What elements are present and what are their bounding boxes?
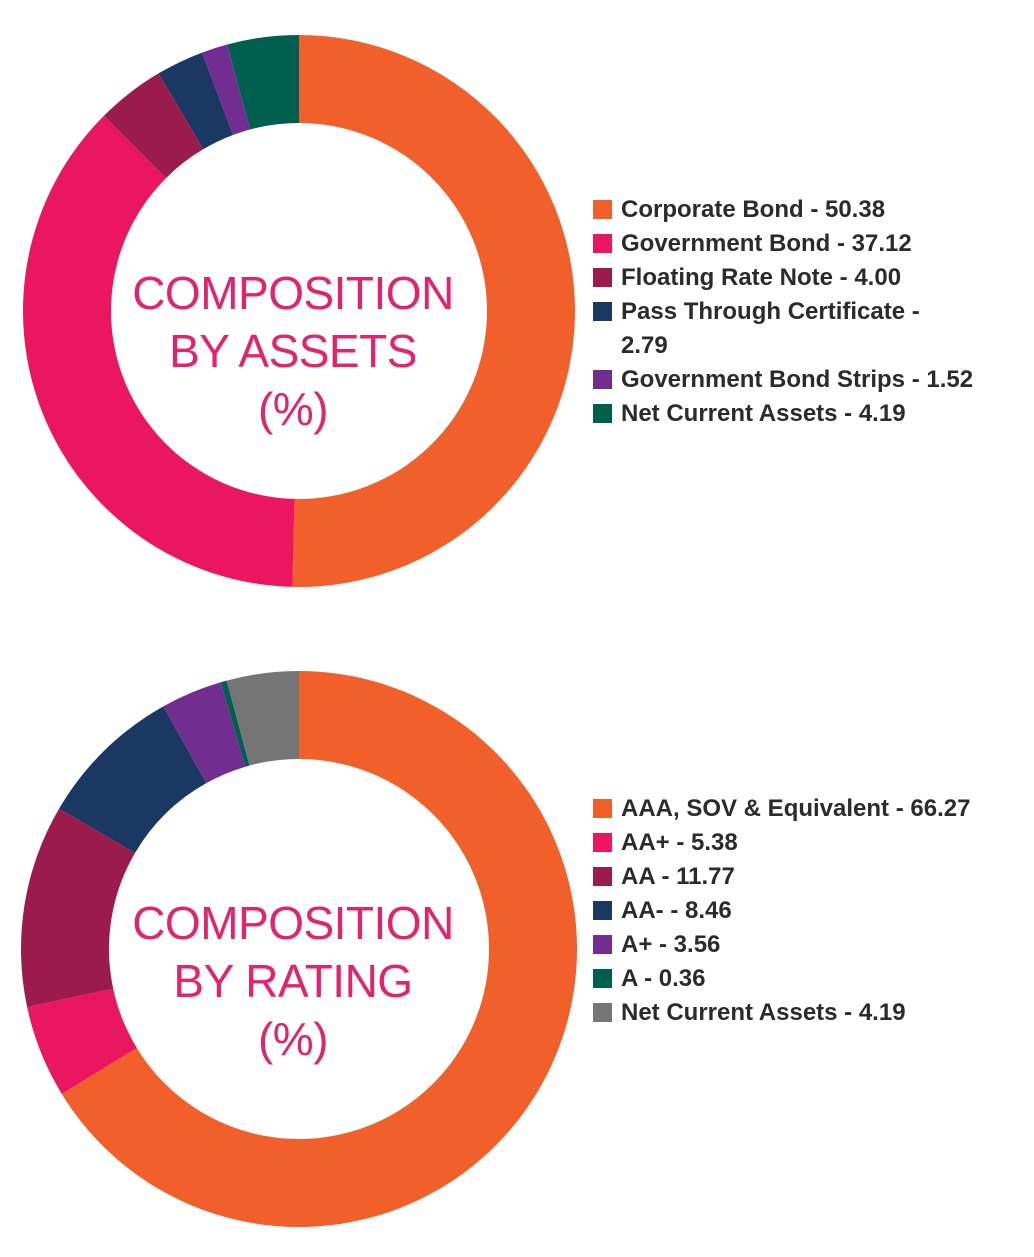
assets-slice-government-bond-strips — [202, 44, 251, 135]
rating-title-line-3: (%) — [257, 1013, 329, 1065]
assets-slice-floating-rate-note — [103, 73, 204, 179]
assets-legend-swatch — [593, 234, 612, 253]
rating-legend-swatch — [593, 935, 612, 954]
rating-legend-label: Net Current Assets - 4.19 — [621, 999, 906, 1026]
assets-legend-item-corporate-bond: Corporate Bond - 50.38 — [593, 193, 973, 227]
composition-by-assets-chart: COMPOSITION BY ASSETS (%) Corporate Bond… — [0, 0, 1034, 620]
assets-legend-swatch — [593, 404, 612, 423]
rating-slice-a — [163, 682, 246, 784]
assets-legend-item-floating-rate-note: Floating Rate Note - 4.00 — [593, 261, 973, 295]
assets-legend-item-pass-through-certificate: Pass Through Certificate - 2.79 — [593, 295, 933, 363]
assets-legend: Corporate Bond - 50.38 Government Bond - … — [593, 193, 973, 431]
rating-legend-item-aa: AA- - 8.46 — [593, 894, 970, 928]
rating-legend-item-a: A - 0.36 — [593, 962, 970, 996]
assets-slice-corporate-bond — [292, 35, 576, 587]
assets-title-line-3: (%) — [257, 383, 329, 435]
rating-slice-a — [220, 680, 250, 767]
rating-legend-label: AA+ - 5.38 — [621, 829, 738, 856]
assets-legend-label: Floating Rate Note - 4.00 — [621, 264, 902, 291]
rating-legend-item-aa: AA+ - 5.38 — [593, 826, 970, 860]
assets-slice-pass-through-certificate — [158, 52, 233, 150]
assets-legend-swatch — [593, 302, 612, 321]
rating-slice-aa — [21, 808, 136, 1007]
assets-center-title: COMPOSITION BY ASSETS (%) — [93, 264, 493, 438]
rating-legend-swatch — [593, 799, 612, 818]
assets-legend-item-net-current-assets: Net Current Assets - 4.19 — [593, 397, 973, 431]
assets-legend-label: Pass Through Certificate - 2.79 — [621, 298, 920, 359]
assets-slice-net-current-assets — [227, 35, 299, 130]
rating-legend-label: AA- - 8.46 — [621, 897, 732, 924]
rating-legend-item-aa: AA - 11.77 — [593, 860, 970, 894]
assets-donut — [22, 35, 576, 587]
rating-slice-aa — [27, 988, 137, 1094]
assets-legend-swatch — [593, 268, 612, 287]
rating-title-line-2: BY RATING — [173, 955, 413, 1007]
rating-legend-label: AA - 11.77 — [621, 863, 735, 890]
rating-legend-item-a: A+ - 3.56 — [593, 928, 970, 962]
assets-legend-swatch — [593, 200, 612, 219]
rating-legend-label: A - 0.36 — [621, 965, 706, 992]
rating-center-title: COMPOSITION BY RATING (%) — [93, 894, 493, 1068]
rating-legend-label: AAA, SOV & Equivalent - 66.27 — [621, 795, 971, 822]
rating-slice-aaa-sov-equivalent — [61, 671, 578, 1227]
rating-legend-item-net-current-assets: Net Current Assets - 4.19 — [593, 996, 970, 1030]
rating-legend-swatch — [593, 901, 612, 920]
assets-legend-label: Government Bond Strips - 1.52 — [621, 366, 974, 393]
rating-slice-net-current-assets — [226, 671, 299, 766]
rating-legend-swatch — [593, 1003, 612, 1022]
assets-title-line-2: BY ASSETS — [169, 325, 417, 377]
rating-legend-swatch — [593, 867, 612, 886]
assets-legend-label: Corporate Bond - 50.38 — [621, 196, 886, 223]
assets-legend-label: Government Bond - 37.12 — [621, 230, 912, 257]
rating-legend-swatch — [593, 833, 612, 852]
composition-by-rating-chart: COMPOSITION BY RATING (%) AAA, SOV & Equ… — [0, 640, 1034, 1257]
assets-legend-swatch — [593, 370, 612, 389]
rating-slice-aa — [59, 706, 207, 854]
rating-legend: AAA, SOV & Equivalent - 66.27 AA+ - 5.38 A… — [593, 792, 970, 1030]
rating-legend-item-aaa-sov-equivalent: AAA, SOV & Equivalent - 66.27 — [593, 792, 970, 826]
rating-title-line-1: COMPOSITION — [132, 897, 454, 949]
assets-legend-item-government-bond-strips: Government Bond Strips - 1.52 — [593, 363, 973, 397]
assets-slice-government-bond — [22, 115, 295, 587]
rating-legend-swatch — [593, 969, 612, 988]
assets-title-line-1: COMPOSITION — [132, 267, 454, 319]
rating-donut — [21, 671, 578, 1227]
rating-legend-label: A+ - 3.56 — [621, 931, 721, 958]
assets-legend-label: Net Current Assets - 4.19 — [621, 400, 906, 427]
assets-legend-item-government-bond: Government Bond - 37.12 — [593, 227, 973, 261]
